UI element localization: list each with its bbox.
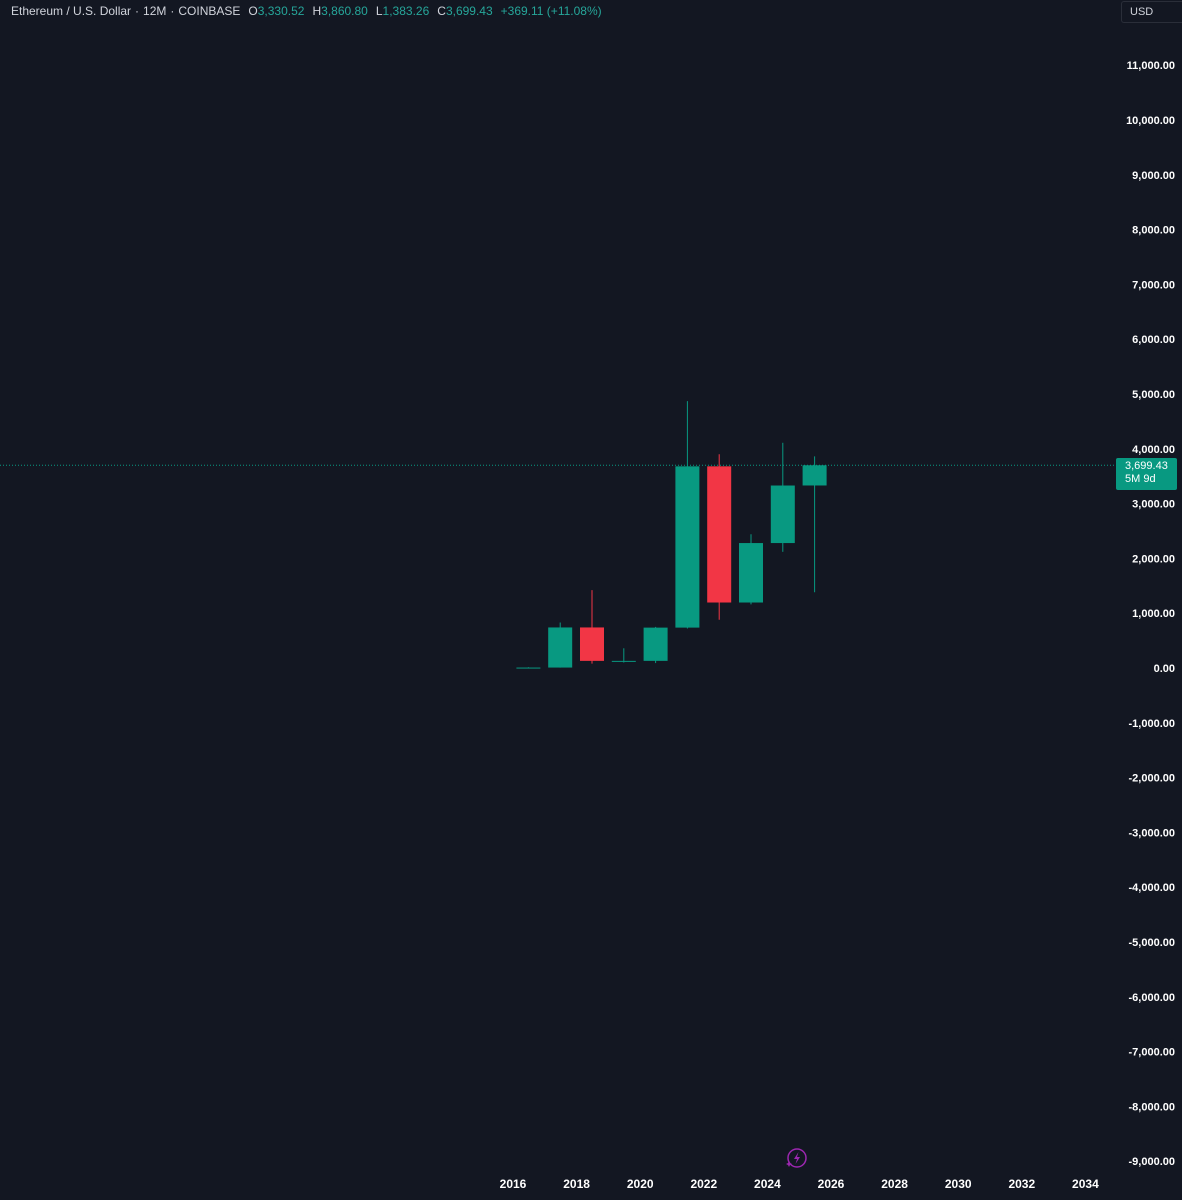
candle — [739, 534, 763, 605]
candle — [548, 622, 573, 668]
exchange-label: COINBASE — [178, 4, 241, 18]
price-tick-label: 6,000.00 — [1132, 334, 1175, 346]
candle-body — [516, 667, 541, 669]
price-tick-label: -2,000.00 — [1129, 773, 1175, 785]
candle — [802, 456, 827, 593]
lightning-bolt-icon[interactable] — [786, 1147, 808, 1169]
candle-body — [611, 660, 636, 662]
price-tick-label: -1,000.00 — [1129, 718, 1175, 730]
price-tick-label: 0.00 — [1154, 663, 1175, 675]
time-tick-label: 2022 — [690, 1177, 717, 1191]
price-tick-label: 8,000.00 — [1132, 225, 1175, 237]
time-tick-label: 2032 — [1008, 1177, 1035, 1191]
candle-body — [643, 627, 668, 661]
time-tick-label: 2034 — [1072, 1177, 1099, 1191]
open-key: O — [248, 4, 258, 18]
time-tick-label: 2024 — [754, 1177, 781, 1191]
time-tick-label: 2018 — [563, 1177, 590, 1191]
bar-countdown: 5M 9d — [1125, 473, 1156, 485]
interval-label[interactable]: 12M — [143, 4, 167, 18]
close-value: 3,699.43 — [445, 4, 493, 18]
candle-body — [707, 466, 732, 603]
candle — [770, 442, 795, 552]
price-tick-label: 3,000.00 — [1132, 499, 1175, 511]
candle-body — [580, 627, 604, 661]
currency-button[interactable]: USD — [1121, 1, 1182, 23]
candle — [611, 648, 636, 663]
low-key: L — [375, 4, 383, 18]
price-tick-label: -7,000.00 — [1129, 1047, 1175, 1059]
price-tick-label: -9,000.00 — [1129, 1156, 1175, 1168]
candle-body — [770, 485, 795, 544]
close-key: C — [437, 4, 446, 18]
price-tick-label: 10,000.00 — [1126, 115, 1175, 127]
high-key: H — [312, 4, 322, 18]
time-tick-label: 2030 — [945, 1177, 972, 1191]
time-tick-label: 2016 — [500, 1177, 527, 1191]
price-tick-label: 11,000.00 — [1127, 60, 1175, 72]
price-tick-label: -8,000.00 — [1129, 1101, 1175, 1113]
candles — [516, 401, 827, 669]
symbol-legend: Ethereum / U.S. Dollar · 12M · COINBASE … — [11, 4, 602, 18]
low-value: 1,383.26 — [382, 4, 430, 18]
time-tick-label: 2020 — [627, 1177, 654, 1191]
high-value: 3,860.80 — [321, 4, 368, 18]
symbol-name[interactable]: Ethereum / U.S. Dollar — [11, 4, 132, 18]
candle-body — [802, 465, 827, 486]
price-tick-label: 2,000.00 — [1132, 553, 1175, 565]
price-tick-label: -6,000.00 — [1129, 992, 1175, 1004]
candle — [580, 590, 604, 664]
change-value: +369.11 (+11.08%) — [500, 4, 602, 18]
price-tick-label: -3,000.00 — [1129, 827, 1175, 839]
price-tick-label: 1,000.00 — [1132, 608, 1175, 620]
time-tick-label: 2026 — [818, 1177, 845, 1191]
candle-body — [675, 466, 700, 628]
last-price-value: 3,699.43 — [1125, 460, 1168, 472]
price-tick-label: -5,000.00 — [1129, 937, 1175, 949]
last-price-label: 3,699.43 5M 9d — [1116, 458, 1177, 490]
time-axis[interactable]: 2016 2018 2020 2022 2024 2026 2028 2030 2032 2034 — [500, 1177, 1099, 1191]
time-tick-label: 2028 — [881, 1177, 908, 1191]
chart-pane[interactable]: 2016 2018 2020 2022 2024 2026 2028 2030 2032 2034 — [0, 0, 1115, 1200]
price-axis[interactable]: 11,000.00 10,000.00 9,000.00 8,000.00 7,000.… — [1115, 0, 1182, 1200]
open-value: 3,330.52 — [257, 4, 305, 18]
candle — [643, 626, 668, 664]
price-tick-label: 5,000.00 — [1132, 389, 1175, 401]
price-tick-label: 4,000.00 — [1132, 444, 1175, 456]
candle — [707, 454, 732, 620]
price-tick-label: 9,000.00 — [1132, 170, 1175, 182]
candle-body — [548, 627, 573, 668]
price-tick-label: -4,000.00 — [1129, 882, 1175, 894]
price-tick-label: 7,000.00 — [1132, 279, 1175, 291]
candle-body — [739, 543, 763, 603]
candle — [675, 401, 700, 629]
candle — [516, 667, 541, 669]
